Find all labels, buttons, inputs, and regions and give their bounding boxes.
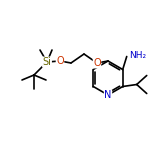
Text: N: N (104, 90, 112, 100)
Text: O: O (93, 58, 101, 68)
Text: O: O (56, 56, 64, 66)
Text: Si: Si (43, 57, 51, 67)
Text: NH₂: NH₂ (129, 51, 146, 60)
